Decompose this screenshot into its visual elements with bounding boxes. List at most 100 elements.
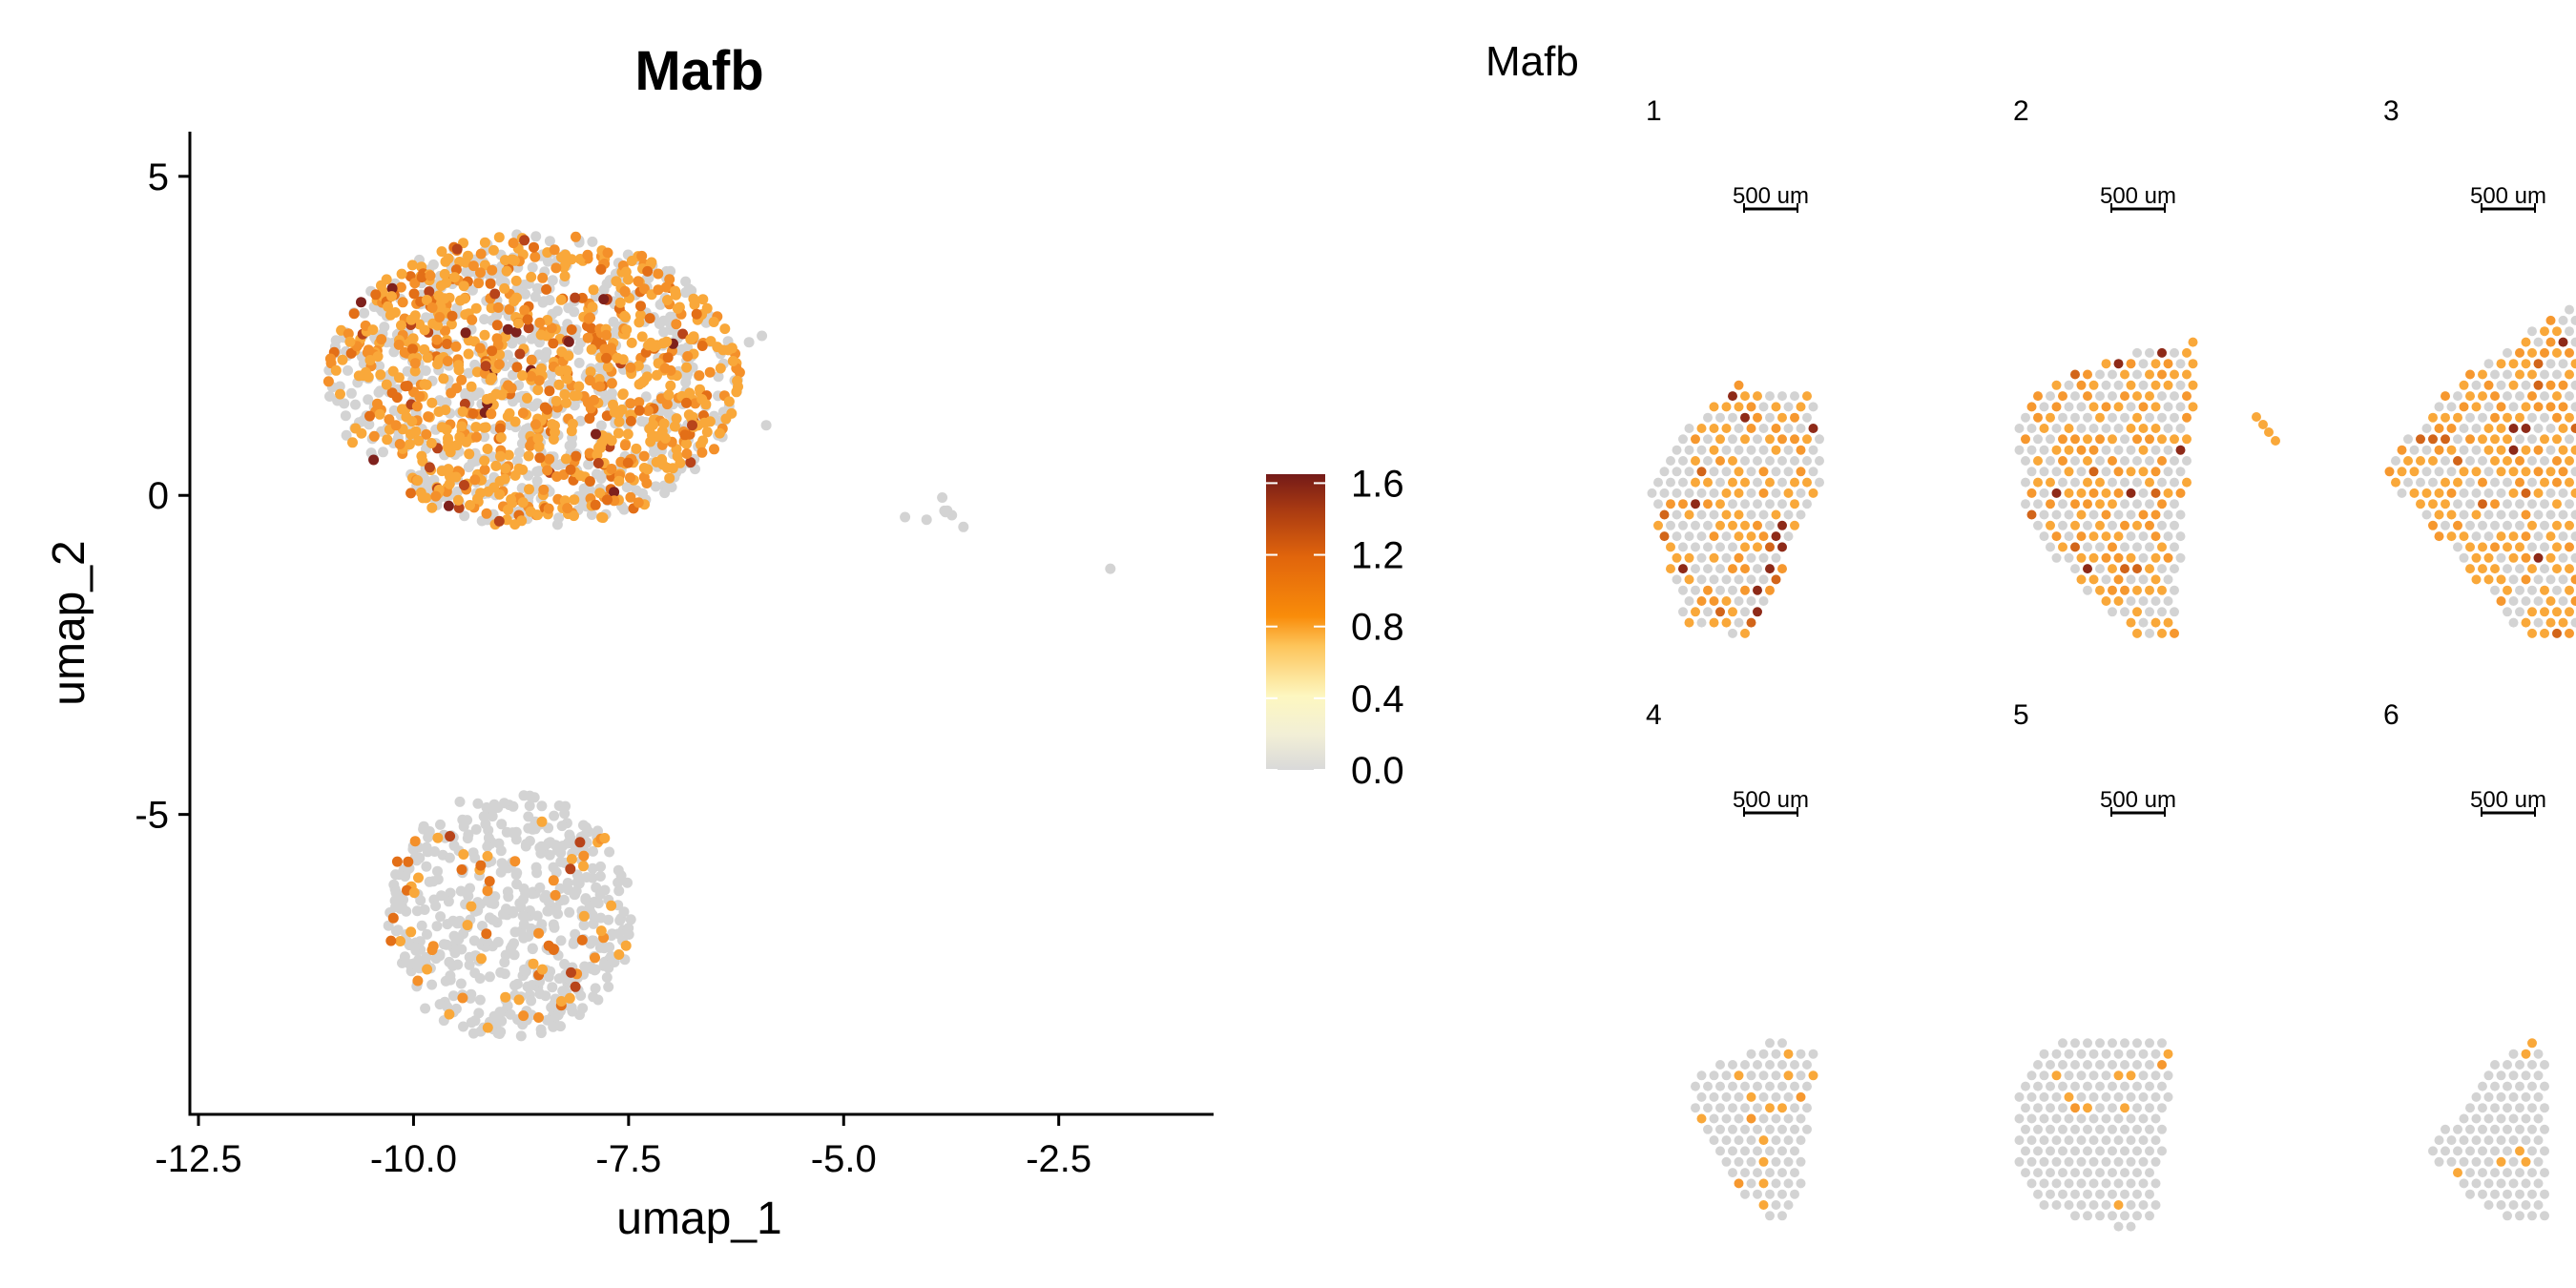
- spot: [2138, 509, 2149, 520]
- umap-point: [522, 392, 532, 404]
- spot: [2527, 585, 2537, 595]
- spot: [1790, 520, 1799, 530]
- umap-point: [643, 340, 654, 351]
- spot: [2496, 445, 2506, 455]
- umap-point: [518, 894, 529, 905]
- spot: [1771, 1091, 1781, 1102]
- spot: [2478, 477, 2487, 488]
- umap-point: [485, 897, 496, 908]
- spot: [2095, 499, 2105, 509]
- umap-point: [378, 447, 388, 458]
- spot: [1746, 424, 1756, 433]
- spot: [1666, 542, 1675, 552]
- spot: [2113, 467, 2124, 477]
- spot: [2521, 596, 2531, 606]
- umap-point: [594, 889, 606, 900]
- umap-point: [550, 840, 561, 851]
- umap-point: [517, 370, 528, 382]
- spot: [2088, 1049, 2099, 1059]
- spot: [1758, 1113, 1769, 1124]
- spot: [2515, 1124, 2524, 1134]
- spot: [1753, 434, 1762, 445]
- umap-point: [658, 418, 670, 429]
- spot: [1728, 564, 1737, 574]
- spot: [2490, 1124, 2500, 1134]
- panel-label: 6: [2383, 699, 2399, 731]
- spot: [2515, 477, 2524, 488]
- spot: [2021, 477, 2030, 488]
- spot: [1790, 1189, 1799, 1199]
- spot: [1746, 1135, 1756, 1146]
- umap-point: [530, 251, 541, 262]
- spot: [2490, 1060, 2500, 1070]
- spot: [2515, 564, 2524, 574]
- spot: [1734, 488, 1744, 498]
- umap-point: [595, 263, 607, 275]
- spot: [2157, 391, 2167, 402]
- spot: [2021, 456, 2030, 466]
- spot: [2540, 434, 2549, 445]
- umap-point: [558, 986, 570, 996]
- spot: [1740, 1124, 1750, 1134]
- spot: [1684, 424, 1694, 433]
- spot: [2503, 1103, 2512, 1113]
- spot: [1728, 542, 1737, 552]
- umap-point: [522, 314, 533, 325]
- umap-point: [507, 338, 518, 349]
- spot: [2570, 402, 2576, 412]
- umap-point: [631, 443, 642, 454]
- umap-point: [424, 876, 435, 887]
- umap-point: [664, 274, 675, 285]
- spot: [2088, 1178, 2099, 1189]
- spot: [1740, 585, 1750, 595]
- umap-point: [480, 819, 491, 830]
- spot: [2039, 402, 2049, 412]
- umap-point: [613, 427, 624, 439]
- spot: [1802, 1103, 1812, 1113]
- umap-point: [504, 303, 515, 315]
- spot: [2113, 1178, 2124, 1189]
- spot: [2434, 424, 2444, 433]
- spot: [1678, 499, 1688, 509]
- spot: [2026, 1156, 2037, 1167]
- spot: [2126, 596, 2136, 606]
- spot: [2150, 467, 2161, 477]
- spot: [1709, 445, 1719, 455]
- spot: [2046, 1146, 2055, 1156]
- spot: [2095, 391, 2105, 402]
- umap-point: [524, 484, 534, 495]
- spot: [2459, 509, 2469, 520]
- spot: [2088, 380, 2099, 390]
- spot: [2120, 1081, 2129, 1091]
- umap-point: [633, 276, 644, 287]
- spot: [2157, 1146, 2167, 1156]
- umap-point: [421, 428, 432, 440]
- spot: [2101, 1091, 2111, 1102]
- spot: [1740, 412, 1750, 423]
- spot: [2145, 564, 2154, 574]
- spot: [2132, 1146, 2142, 1156]
- spot: [2088, 1156, 2099, 1167]
- spot: [2496, 402, 2506, 412]
- spot: [2095, 1060, 2105, 1070]
- spot: [1777, 542, 1787, 552]
- umap-point: [548, 862, 559, 873]
- spot: [2113, 574, 2124, 585]
- spot: [2120, 1146, 2129, 1156]
- umap-point: [526, 354, 537, 365]
- spot: [2095, 412, 2105, 423]
- umap-point: [470, 302, 482, 314]
- spot: [2188, 380, 2198, 390]
- spot: [2138, 380, 2149, 390]
- spot: [2570, 424, 2576, 433]
- spot: [2101, 1200, 2111, 1210]
- umap-point: [453, 360, 465, 371]
- spot: [2483, 1135, 2494, 1146]
- spot: [1753, 607, 1762, 617]
- spot: [1796, 1135, 1806, 1146]
- spot: [2120, 391, 2129, 402]
- spot: [2483, 1200, 2494, 1210]
- umap-point: [426, 438, 437, 448]
- spot: [2076, 1135, 2087, 1146]
- umap-point: [650, 481, 661, 492]
